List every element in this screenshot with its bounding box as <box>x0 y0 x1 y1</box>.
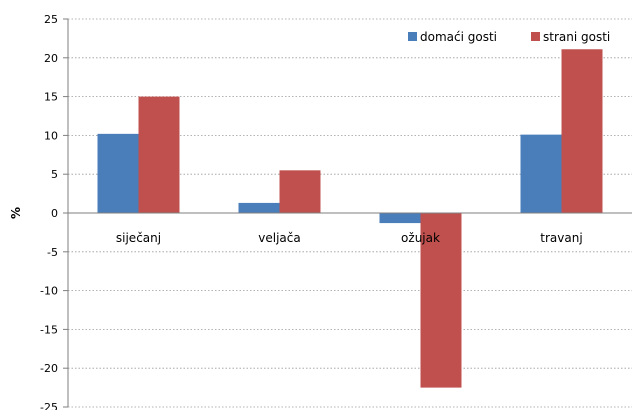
y-tick-label: -25 <box>40 401 58 410</box>
y-axis-ticks: 25 20 15 10 5 0 -5 -10 -15 -20 -25 <box>40 13 68 410</box>
category-label: ožujak <box>401 231 440 245</box>
legend-label: strani gosti <box>543 30 610 44</box>
bar-domaci-gosti-1 <box>97 133 139 213</box>
legend-swatch <box>531 32 540 41</box>
bar-strani-gosti-2 <box>279 170 321 213</box>
legend: domaći gosti strani gosti <box>408 30 610 44</box>
y-tick-label: 25 <box>44 13 58 26</box>
bar-strani-gosti-4 <box>561 49 603 213</box>
y-tick-label: -5 <box>47 246 58 259</box>
category-label: veljača <box>258 231 300 245</box>
category-label: travanj <box>540 231 582 245</box>
category-label: siječanj <box>116 231 161 245</box>
y-tick-label: -15 <box>40 323 58 336</box>
category-labels: siječanj veljača ožujak travanj <box>116 231 583 245</box>
legend-swatch <box>408 32 417 41</box>
y-tick-label: 0 <box>51 207 58 220</box>
y-tick-label: 10 <box>44 129 58 142</box>
bar-domaci-gosti-4 <box>520 134 562 213</box>
y-tick-label: 15 <box>44 91 58 104</box>
y-tick-label: -20 <box>40 362 58 375</box>
bar-strani-gosti-3 <box>420 213 462 388</box>
legend-label: domaći gosti <box>420 30 497 44</box>
bar-domaci-gosti-2 <box>238 202 280 213</box>
bar-strani-gosti-1 <box>138 96 180 213</box>
y-tick-label: -10 <box>40 285 58 298</box>
y-tick-label: 20 <box>44 52 58 65</box>
y-tick-label: 5 <box>51 168 58 181</box>
y-axis-title: % <box>9 207 23 219</box>
bars <box>97 49 603 388</box>
bar-domaci-gosti-3 <box>379 213 421 224</box>
